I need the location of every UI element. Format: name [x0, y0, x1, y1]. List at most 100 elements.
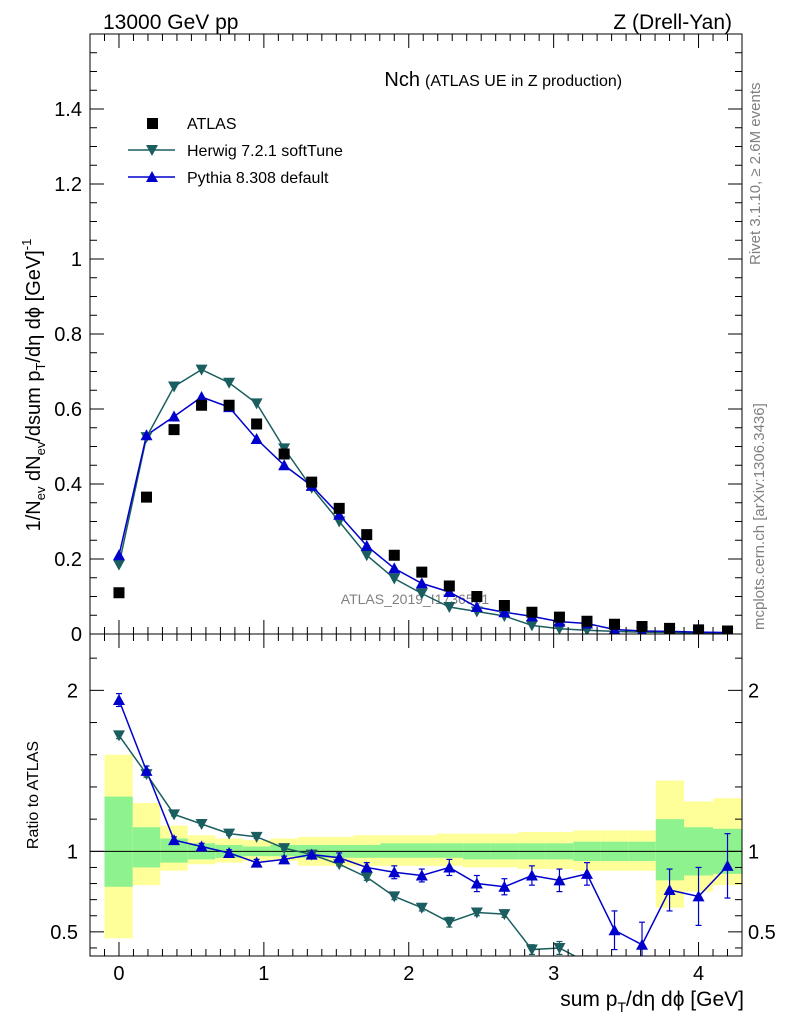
pythia-point — [415, 577, 428, 589]
atlas-point — [553, 611, 565, 623]
atlas-point — [196, 399, 208, 411]
pythia-ratio-point — [692, 890, 705, 902]
herwig-point — [112, 559, 125, 571]
ratio-y-tick-label-left: 1 — [67, 841, 78, 863]
ratio-panel: 0.5 0.5 1 1 2 2 0 1 2 3 4 Ratio to ATLAS sum pT/d… — [25, 633, 776, 1015]
pythia-ratio-point — [498, 880, 511, 892]
pythia-ratio-point — [525, 869, 538, 881]
legend-label-pythia: Pythia 8.308 default — [187, 170, 329, 187]
herwig-point — [360, 550, 373, 562]
plot-subtitle: (ATLAS UE in Z production) — [425, 73, 622, 90]
top-y-tick-label: 1.4 — [54, 99, 82, 121]
pythia-ratio-point — [470, 877, 483, 889]
herwig-ratio-line — [118, 734, 577, 956]
ratio-plot-frame — [89, 633, 743, 957]
atlas-point — [416, 566, 428, 578]
x-axis-label: sum pT/dη dϕ [GeV] — [560, 988, 744, 1015]
atlas-point — [361, 529, 373, 541]
pythia-ratio-point — [443, 861, 456, 873]
x-tick-label: 2 — [403, 963, 414, 985]
herwig-point — [415, 588, 428, 600]
herwig-point — [250, 398, 263, 410]
atlas-point — [526, 606, 538, 618]
herwig-ratio-point — [443, 917, 456, 929]
pythia-ratio-point — [112, 694, 125, 706]
atlas-point — [278, 448, 290, 460]
atlas-point — [223, 399, 235, 411]
analysis-watermark: ATLAS_2019_I1736531 — [341, 591, 490, 607]
pythia-ratio-point — [636, 938, 649, 950]
herwig-ratio-point — [415, 902, 428, 914]
legend-marker-pythia — [146, 171, 158, 182]
ratio-y-tick-label-left: 0.5 — [50, 922, 78, 944]
atlas-point — [388, 549, 400, 561]
pythia-ratio-point — [223, 846, 236, 858]
atlas-point — [581, 615, 593, 627]
uncertainty-band-inner — [408, 843, 436, 858]
atlas-point — [168, 424, 180, 436]
legend-label-atlas: ATLAS — [187, 116, 237, 133]
legend: ATLAS Herwig 7.2.1 softTune Pythia 8.308… — [128, 116, 343, 187]
rivet-label: Rivet 3.1.10, ≥ 2.6M events — [747, 83, 764, 266]
ratio-y-tick-label-right: 2 — [748, 680, 759, 702]
ratio-y-tick-label-right: 0.5 — [748, 922, 776, 944]
pythia-ratio-point — [333, 851, 346, 863]
legend-marker-atlas — [147, 118, 158, 129]
pythia-ratio-point — [608, 924, 621, 936]
pythia-ratio-point — [360, 861, 373, 873]
atlas-point — [636, 621, 648, 632]
top-y-tick-label: 0.4 — [54, 474, 82, 496]
pythia-ratio-point — [250, 856, 263, 868]
ratio-y-axis-label: Ratio to ATLAS — [25, 741, 42, 849]
herwig-ratio-point — [525, 944, 538, 956]
top-y-tick-label: 1.2 — [54, 174, 82, 196]
pythia-ratio-point — [553, 874, 566, 886]
herwig-point — [195, 364, 208, 376]
main-plot-panel: ATLAS_2019_I1736531 0 0.2 0.4 0.6 0.8 1 1.2 1.4… — [19, 33, 743, 646]
herwig-point — [168, 381, 181, 393]
plot-title: Nch — [384, 69, 420, 91]
pythia-point — [498, 606, 511, 618]
pythia-ratio-point — [168, 834, 181, 846]
herwig-ratio-point — [553, 942, 566, 954]
atlas-point — [333, 502, 345, 514]
pythia-ratio-point — [663, 883, 676, 895]
x-tick-label: 4 — [693, 963, 704, 985]
mcplots-label: mcplots.cern.ch [arXiv:1306.3436] — [751, 403, 768, 630]
herwig-ratio-point — [250, 831, 263, 843]
herwig-ratio-point — [223, 828, 236, 840]
y-axis-label: 1/Nev dNev/dsum pT/dη dϕ [GeV]-1 — [19, 239, 48, 532]
atlas-point — [608, 618, 620, 630]
top-y-tick-label: 0 — [71, 624, 82, 646]
atlas-point — [443, 580, 455, 592]
pythia-point — [360, 539, 373, 551]
herwig-ratio-point — [498, 909, 511, 921]
pythia-point — [195, 391, 208, 402]
ratio-y-tick-label-left: 2 — [67, 680, 78, 702]
top-y-tick-label: 1 — [71, 249, 82, 271]
atlas-point — [251, 418, 263, 430]
pythia-ratio-point — [415, 869, 428, 881]
pythia-point — [140, 429, 153, 441]
pythia-point — [168, 410, 181, 422]
herwig-point — [525, 620, 538, 632]
pythia-point — [250, 433, 263, 444]
legend-label-herwig: Herwig 7.2.1 softTune — [187, 143, 343, 160]
herwig-ratio-point — [388, 891, 401, 903]
herwig-point — [223, 377, 236, 389]
herwig-ratio-point — [581, 957, 593, 968]
top-y-tick-label: 0.8 — [54, 324, 82, 346]
x-tick-label: 0 — [113, 963, 124, 985]
pythia-ratio-point — [721, 859, 734, 871]
pythia-point — [388, 562, 401, 574]
herwig-ratio-point — [112, 730, 125, 742]
pythia-point — [333, 508, 346, 520]
pythia-ratio-point — [140, 764, 153, 776]
uncertainty-band-inner — [380, 843, 409, 858]
pythia-ratio-point — [580, 867, 593, 879]
atlas-point — [471, 591, 483, 602]
herwig-ratio-point — [360, 872, 373, 884]
pythia-point — [112, 549, 125, 561]
herwig-ratio-point — [278, 843, 291, 855]
